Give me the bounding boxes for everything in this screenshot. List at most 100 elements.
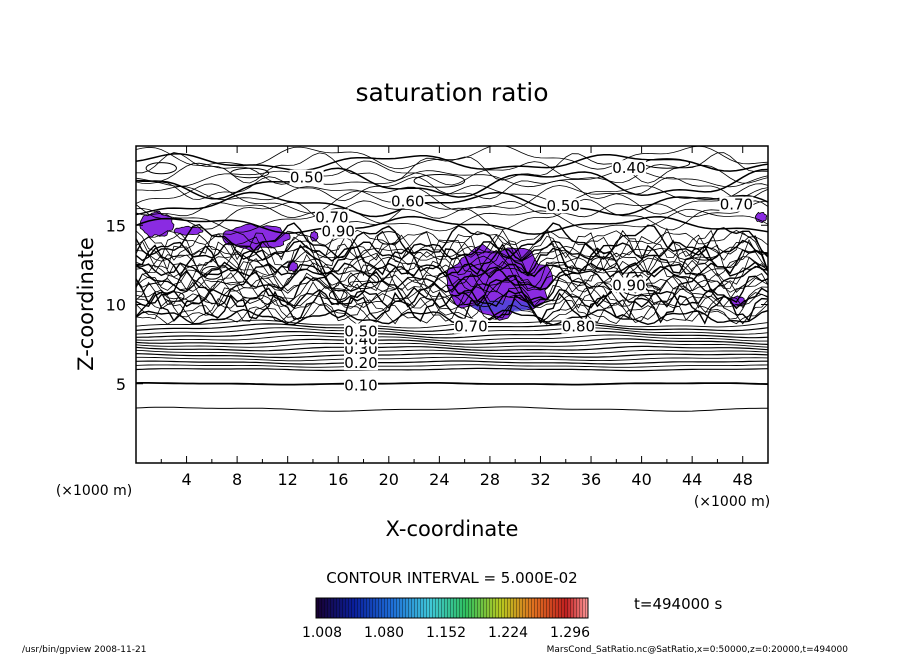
x-tick-label: 24 [429,470,449,489]
contour-label: 0.90 [322,223,355,241]
contour-label-bg [321,223,356,239]
colorbar-tick-label: 1.008 [302,625,342,641]
x-tick-label: 8 [232,470,242,489]
contour-loop [376,231,401,245]
contour-interval-label: CONTOUR INTERVAL = 5.000E-02 [326,569,577,587]
contour-label-bg [343,355,378,371]
contour-label-bg [453,318,488,334]
contour-label: 0.80 [562,318,595,336]
x-tick-label: 48 [733,470,753,489]
contour-label-bg [611,160,646,176]
contour-line [136,269,768,308]
contour-line [136,349,768,355]
contour-label-bg [289,169,324,185]
contour-label-bg [314,209,349,225]
contour-line [136,342,768,348]
contour-line [136,168,768,188]
contour-line [136,167,768,200]
contour-line [136,238,768,277]
contour-label: 0.70 [454,318,487,336]
contour-line [136,222,768,260]
contour-label: 0.10 [344,376,377,394]
contour-line [136,353,768,359]
contour-label-bg [546,198,581,214]
contour-label-bg [343,323,378,339]
contour-loop [145,162,177,175]
contour-line [136,319,768,329]
contour-line [136,382,768,386]
contour-line [136,207,768,233]
x-tick-label: 28 [480,470,500,489]
x-tick-label: 32 [530,470,550,489]
contour-line [136,229,768,246]
supersat-region [309,230,319,242]
contour-line [136,261,768,279]
contour-line [136,239,768,262]
supersat-region [173,225,204,236]
contour-line [136,215,768,235]
contour-line [136,160,768,186]
contour-label: 0.50 [344,322,377,340]
contour-line [136,243,768,278]
contour-label-bg [611,277,646,293]
plot-area [136,146,768,463]
contour-line [136,308,768,326]
contour-line [136,406,768,412]
x-tick-label: 20 [379,470,399,489]
y-tick-label: 15 [106,216,126,235]
contour-line [136,334,768,342]
x-tick-label: 44 [682,470,702,489]
colorbar-ticks: 1.008 1.080 1.152 1.224 1.296 [302,625,590,641]
contour-line [136,191,768,218]
contour-line [136,345,768,352]
x-tick-label: 4 [181,470,191,489]
contour-line [136,234,768,261]
x-axis-label: X-coordinate [386,517,519,541]
contour-label: 0.60 [391,192,424,210]
y-tick-label: 10 [106,296,126,315]
contour-line [136,286,768,310]
contour-loop [347,272,380,290]
contour-loop [201,265,223,280]
x-tick-label: 36 [581,470,601,489]
x-tick-label: 16 [328,470,348,489]
x-tick-label: 12 [278,470,298,489]
contour-line [136,200,768,219]
y-axis-label: Z-coordinate [74,237,98,371]
contour-line [136,323,768,332]
contour-loop [690,246,720,261]
contour-label-bg [343,377,378,393]
contour-loop [590,256,617,271]
contour-lines [136,146,768,412]
contour-line [136,293,768,310]
contour-label: 0.70 [720,196,753,214]
contour-line [136,265,768,293]
colorbar-tick-label: 1.296 [550,625,590,641]
colorbar-tick-label: 1.224 [488,625,528,641]
contour-line [136,338,768,345]
contour-line [136,364,768,368]
contour-loop [413,174,466,188]
time-label: t=494000 s [634,595,722,613]
contour-line [136,249,768,277]
contour-line [136,183,768,215]
contour-loop [230,167,270,179]
contour-line [136,277,768,294]
y-tick-label: 5 [116,375,126,394]
contour-label-bg [561,318,596,334]
contour-line [136,290,768,325]
x-tick-label: 40 [631,470,651,489]
chart-title: saturation ratio [355,78,548,107]
footer-right: MarsCond_SatRatio.nc@SatRatio,x=0:50000,… [547,645,849,654]
y-axis-unit: (×1000 m) [56,483,132,499]
contour-line [136,330,768,339]
contour-label: 0.50 [547,197,580,215]
contour-label-bg [719,196,754,212]
contour-label: 0.90 [612,276,645,294]
colorbar-tick-label: 1.080 [364,625,404,641]
contour-line [136,253,768,292]
contour-loop [328,289,348,301]
contour-line [136,327,768,336]
